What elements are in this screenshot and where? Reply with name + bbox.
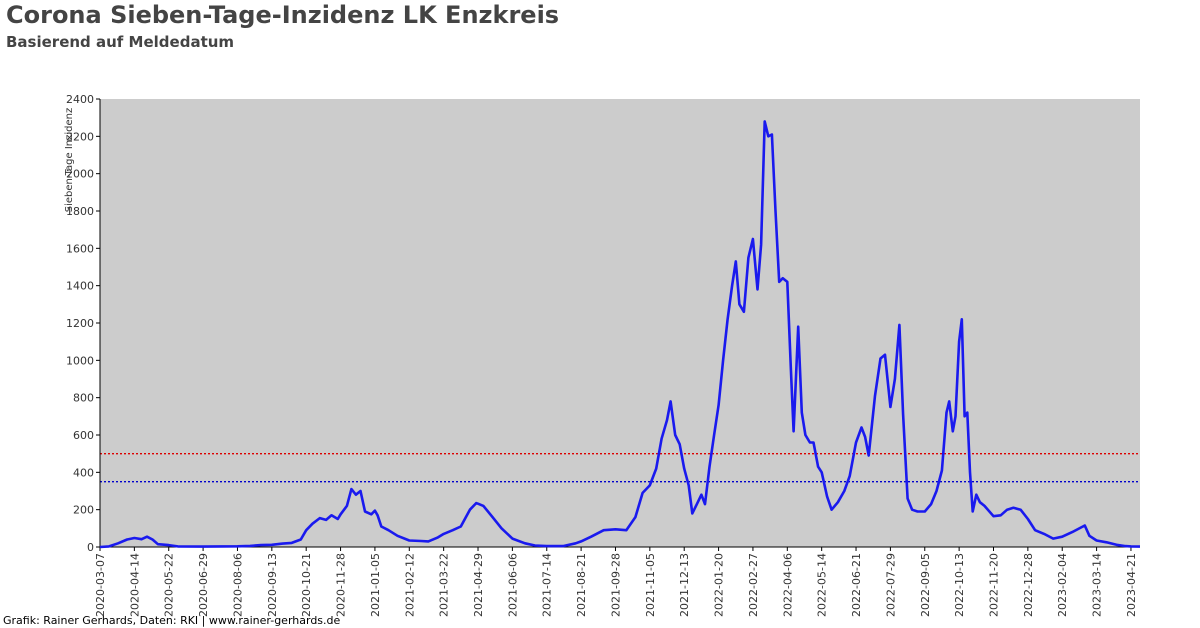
footer-credit: Grafik: Rainer Gerhards, Daten: RKI | ww… bbox=[3, 614, 341, 627]
x-tick-label: 2022-04-06 bbox=[781, 553, 794, 617]
x-tick-label: 2022-07-29 bbox=[884, 553, 897, 617]
x-tick-label: 2021-06-06 bbox=[506, 553, 519, 617]
x-tick-label: 2021-11-05 bbox=[644, 553, 657, 617]
x-tick-label: 2023-04-21 bbox=[1125, 553, 1138, 617]
x-tick-label: 2021-02-12 bbox=[403, 553, 416, 617]
x-tick-label: 2022-02-27 bbox=[747, 553, 760, 617]
x-tick-label: 2021-04-29 bbox=[472, 553, 485, 617]
x-tick-label: 2022-09-05 bbox=[919, 553, 932, 617]
x-tick-label: 2020-05-22 bbox=[163, 553, 176, 617]
x-tick-label: 2020-09-13 bbox=[266, 553, 279, 617]
y-tick-label: 200 bbox=[73, 504, 94, 517]
x-tick-label: 2023-02-04 bbox=[1056, 553, 1069, 617]
chart-subtitle: Basierend auf Meldedatum bbox=[6, 33, 235, 51]
x-tick-label: 2020-08-06 bbox=[231, 553, 244, 617]
x-tick-label: 2020-04-14 bbox=[128, 553, 141, 617]
y-tick-label: 1800 bbox=[66, 205, 94, 218]
x-tick-label: 2022-10-13 bbox=[953, 553, 966, 617]
x-tick-label: 2021-12-13 bbox=[678, 553, 691, 617]
plot-area bbox=[100, 99, 1140, 547]
x-tick-label: 2020-11-28 bbox=[335, 553, 348, 617]
y-tick-label: 600 bbox=[73, 429, 94, 442]
y-tick-label: 2400 bbox=[66, 93, 94, 106]
y-tick-label: 400 bbox=[73, 466, 94, 479]
x-tick-label: 2020-10-21 bbox=[300, 553, 313, 617]
x-tick-label: 2021-01-05 bbox=[369, 553, 382, 617]
x-tick-label: 2022-05-14 bbox=[816, 553, 829, 617]
y-tick-label: 2200 bbox=[66, 130, 94, 143]
x-tick-label: 2022-12-28 bbox=[1022, 553, 1035, 617]
x-tick-label: 2022-01-20 bbox=[713, 553, 726, 617]
y-tick-label: 1600 bbox=[66, 242, 94, 255]
y-axis: 0 200 400 600 800 1000 1200 1400 1600 1800 2000 220… bbox=[66, 93, 101, 554]
y-tick-label: 1400 bbox=[66, 280, 94, 293]
y-tick-label: 2000 bbox=[66, 168, 94, 181]
y-tick-label: 0 bbox=[87, 541, 94, 554]
y-tick-label: 1200 bbox=[66, 317, 94, 330]
series-line bbox=[99, 120, 1141, 549]
x-tick-label: 2022-06-21 bbox=[850, 553, 863, 617]
chart-title: Corona Sieben-Tage-Inzidenz LK Enzkreis bbox=[6, 1, 560, 29]
x-tick-label: 2020-03-07 bbox=[94, 553, 107, 617]
reference-lines bbox=[100, 452, 1140, 483]
x-tick-label: 2021-07-14 bbox=[541, 553, 554, 617]
x-axis: 2020-03-07 2020-04-14 2020-05-22 2020-06-29… bbox=[94, 546, 1140, 617]
x-tick-label: 2020-06-29 bbox=[197, 553, 210, 617]
x-tick-label: 2021-03-22 bbox=[438, 553, 451, 617]
x-tick-label: 2022-11-20 bbox=[987, 553, 1000, 617]
y-tick-label: 800 bbox=[73, 392, 94, 405]
x-tick-label: 2021-08-21 bbox=[575, 553, 588, 617]
x-tick-label: 2023-03-14 bbox=[1091, 553, 1104, 617]
x-tick-label: 2021-09-28 bbox=[609, 553, 622, 617]
y-tick-label: 1000 bbox=[66, 354, 94, 367]
y-axis-label: Sieben-Tage Inzidenz bbox=[64, 108, 75, 212]
